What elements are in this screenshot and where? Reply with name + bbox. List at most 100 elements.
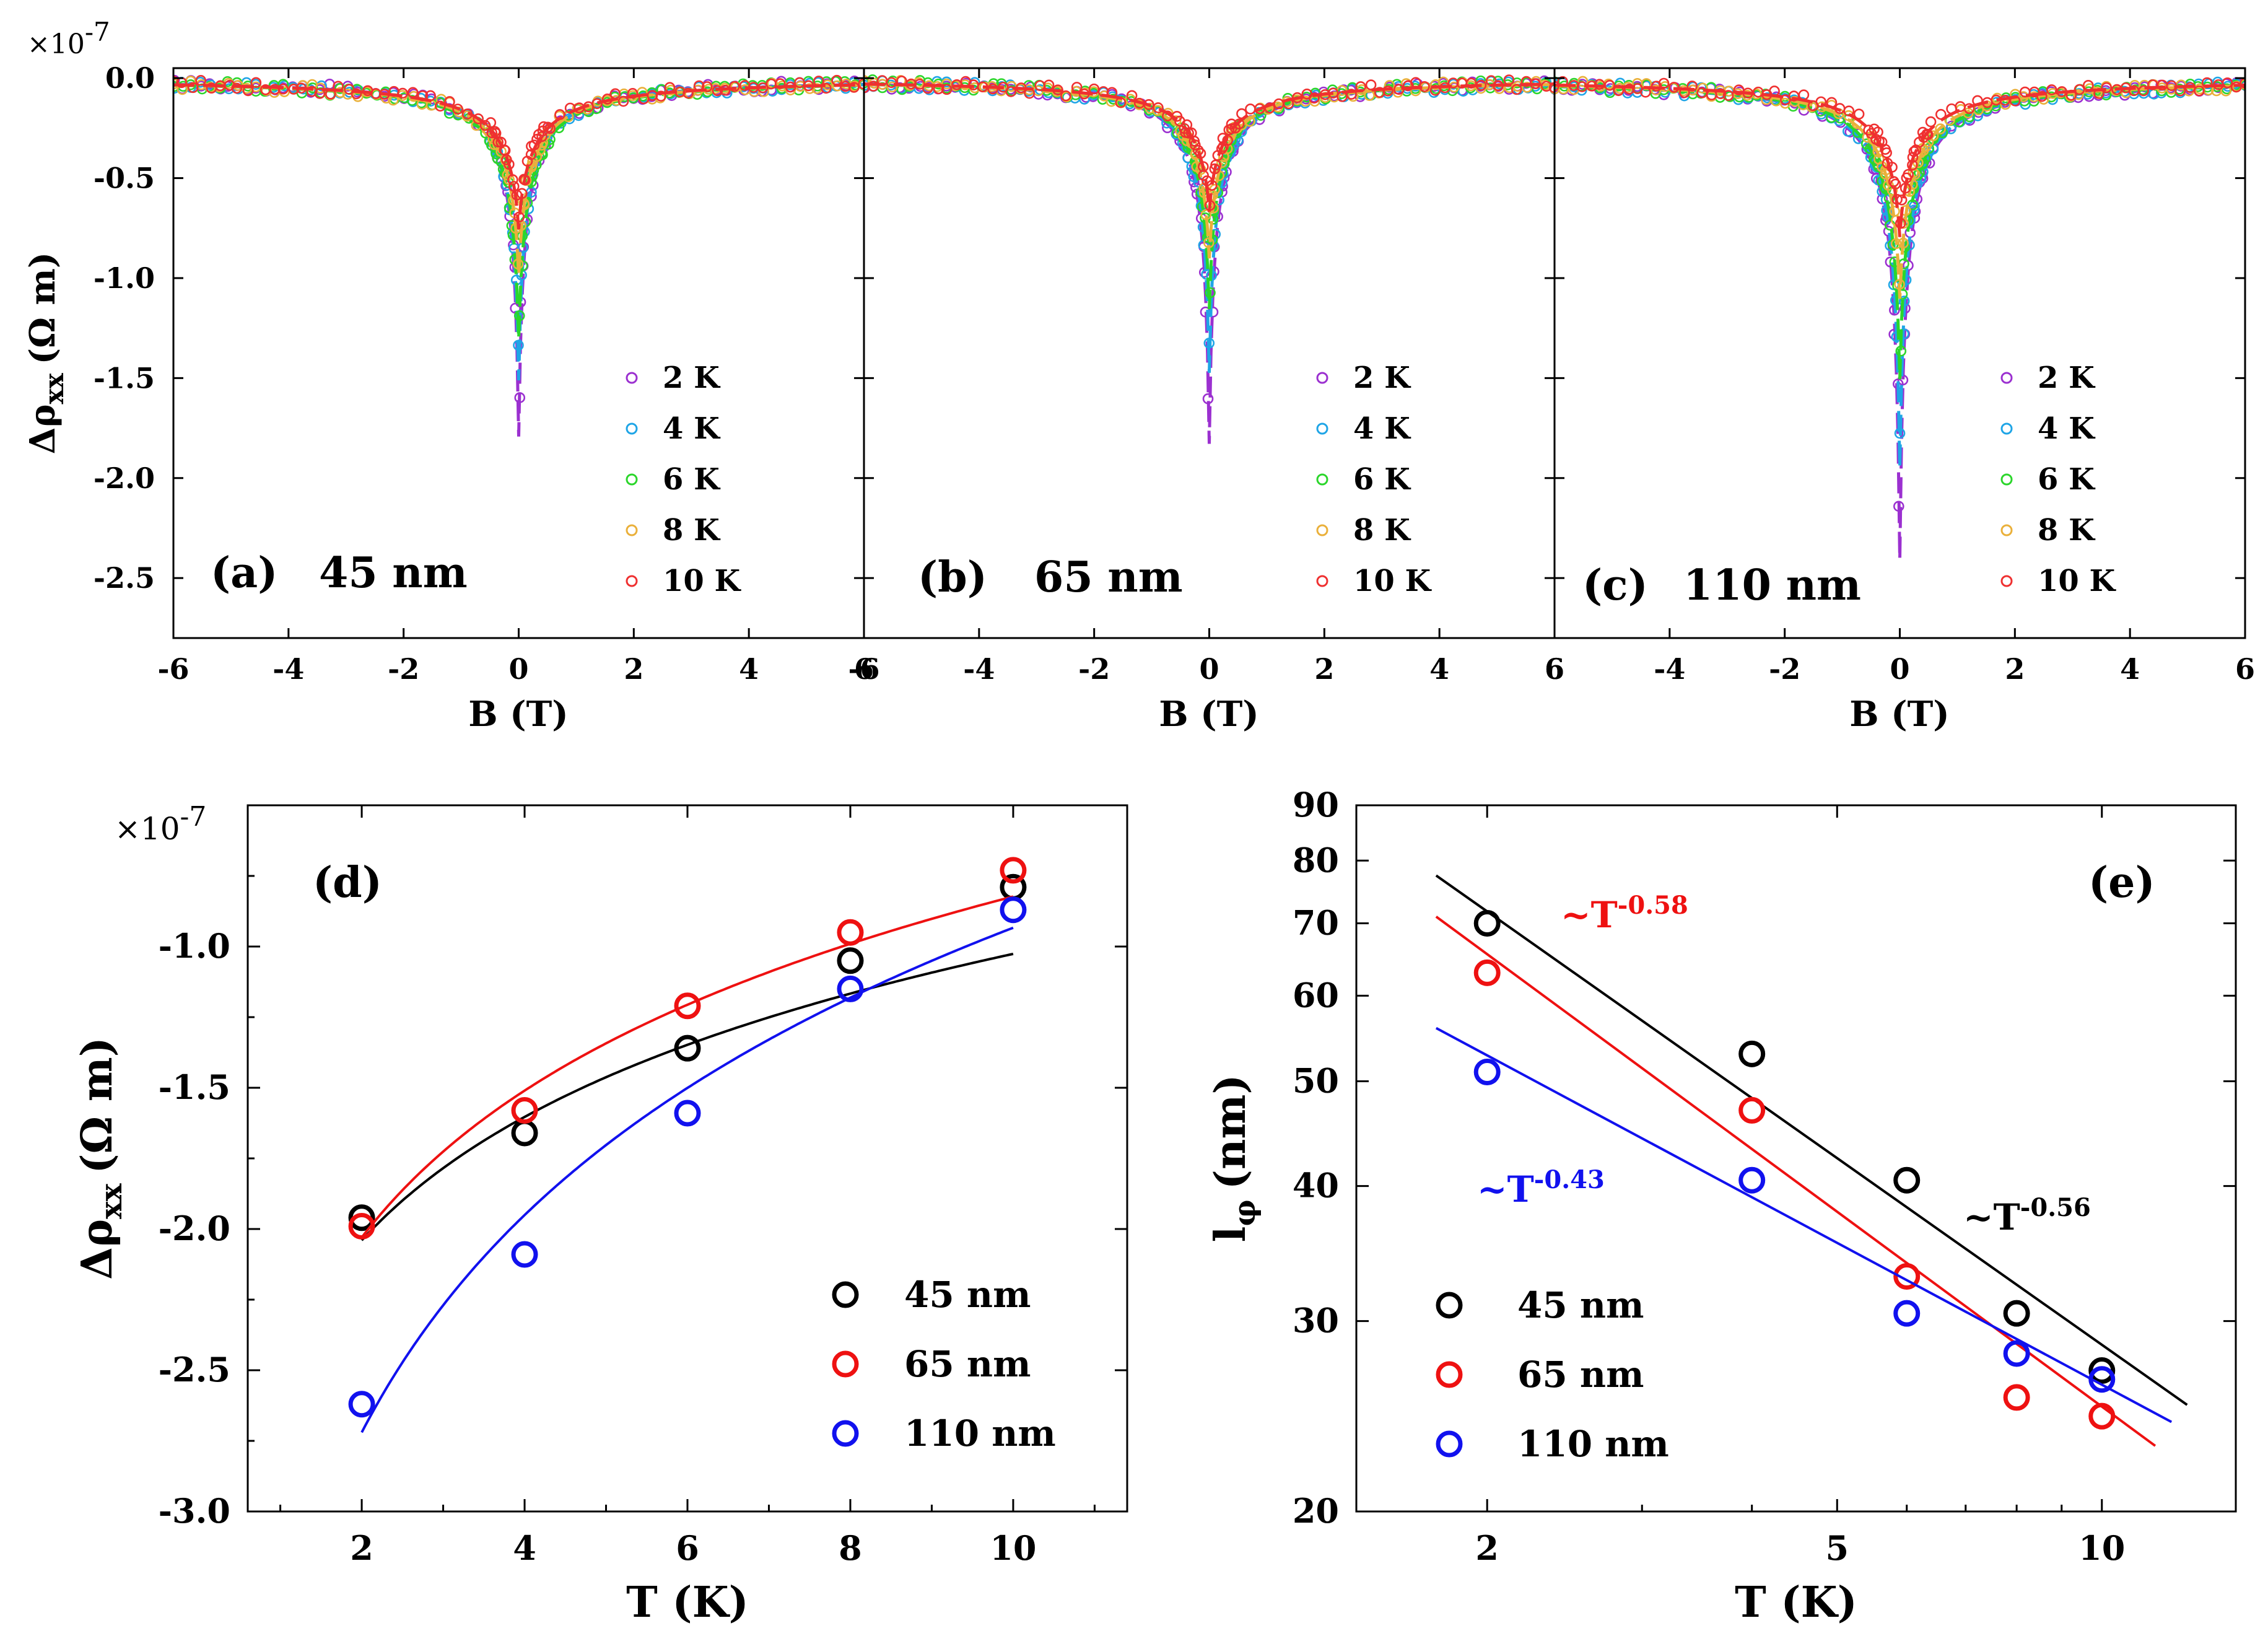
panel-a-point xyxy=(693,80,705,92)
panel-b-point xyxy=(1216,143,1228,154)
panel-b-point xyxy=(1212,187,1224,198)
panel-e-point xyxy=(1893,1166,1921,1194)
panel-a-xtick-label: 0 xyxy=(508,652,528,686)
panel-d-point xyxy=(674,1100,701,1127)
panel-e-legend-marker xyxy=(1436,1292,1463,1319)
panel-a-label: (a) xyxy=(211,548,277,598)
panel-c-xtick-label: 2 xyxy=(2005,652,2025,686)
panel-c-point xyxy=(1898,237,1909,249)
panel-c-point xyxy=(2194,85,2205,97)
panel-d-ytick-label: -1.5 xyxy=(159,1067,230,1107)
panel-a-point xyxy=(473,113,484,125)
panel-d-point xyxy=(674,1034,701,1062)
panel-e-ytick-label: 80 xyxy=(1293,840,1339,880)
panel-c-point xyxy=(1904,239,1915,251)
panel-c-point xyxy=(2201,77,2213,89)
panel-a-point xyxy=(224,79,235,91)
panel-c-point xyxy=(2073,89,2084,100)
panel-e-ytick-label: 60 xyxy=(1293,975,1339,1015)
panel-e-fit-2 xyxy=(1435,1026,2173,1424)
panel-a-point xyxy=(425,90,436,102)
panel-a-point xyxy=(195,75,207,86)
panel-a-ytick-label: 0.0 xyxy=(105,61,155,95)
panel-c-point xyxy=(1922,129,1934,141)
panel-c-fit-3 xyxy=(1555,84,2245,299)
panel-a-ytick-label: -2.0 xyxy=(94,461,155,495)
panel-c-point xyxy=(2056,86,2067,97)
panel-d-legend-marker xyxy=(832,1420,859,1447)
panel-d-legend-marker xyxy=(832,1281,859,1308)
panel-c-point xyxy=(1889,206,1900,217)
panel-a-point xyxy=(314,88,326,99)
panel-a-point xyxy=(250,77,262,89)
panel-b-legend-label: 8 K xyxy=(1353,513,1411,548)
panel-c-point xyxy=(1586,81,1598,92)
panel-d-point xyxy=(1000,857,1027,884)
panel-a-point xyxy=(325,89,336,100)
panel-c-point xyxy=(1853,108,1865,120)
panel-a-ytick-label: -2.5 xyxy=(94,561,155,595)
panel-b-point xyxy=(1511,84,1522,95)
panel-e-point xyxy=(2003,1384,2030,1411)
panel-b-legend-marker xyxy=(1316,524,1328,536)
panel-b-xtick-label: -2 xyxy=(1078,652,1110,686)
panel-a-point xyxy=(288,84,300,95)
panel-c-point xyxy=(2065,89,2077,101)
panel-a-legend-label: 8 K xyxy=(663,513,721,548)
panel-a-point xyxy=(452,103,463,115)
panel-b-point xyxy=(1143,99,1154,110)
panel-b-point xyxy=(1190,139,1201,151)
panel-a-legend-label: 4 K xyxy=(663,411,721,446)
panel-c-point xyxy=(2166,80,2178,92)
panel-c-point xyxy=(1613,85,1625,97)
panel-b-legend-marker xyxy=(1316,422,1328,435)
panel-a-point xyxy=(701,81,713,92)
panel-d-label: (d) xyxy=(313,858,382,908)
panel-b-point xyxy=(941,84,953,95)
panel-b-point xyxy=(1254,103,1265,115)
panel-a-xtick-label: -4 xyxy=(273,652,304,686)
panel-a-point xyxy=(514,392,526,403)
panel-d-legend: 45 nm 65 nm 110 nm xyxy=(832,1274,1056,1454)
panel-c-point xyxy=(1908,146,1920,157)
panel-a-point xyxy=(485,117,497,128)
panel-c-point xyxy=(2220,85,2231,97)
panel-a-point xyxy=(821,82,832,94)
panel-e-point xyxy=(1738,1166,1766,1194)
panel-b-point xyxy=(1419,81,1430,92)
panel-c-point xyxy=(2110,85,2122,97)
panel-c-point xyxy=(1908,167,1919,178)
panel-c-point xyxy=(1913,136,1925,148)
panel-a-point xyxy=(277,83,289,95)
panel-b-legend-label: 4 K xyxy=(1353,411,1411,446)
panel-a-point xyxy=(435,100,446,112)
panel-a-point xyxy=(617,95,629,107)
panel-a-ticks: -6 -4 -2 0 2 4 6 0.0 -0.5 -1.0 -1.5 -2.0 -2.5 xyxy=(94,61,874,686)
panel-b-point xyxy=(886,77,897,89)
panel-c-point xyxy=(1898,295,1910,307)
panel-c-point xyxy=(1826,97,1838,108)
panel-c: 6 -4 -2 0 2 4 6 (c) 110 nm 2 K 4 K 6 K 8 K 10 K B … xyxy=(1545,67,2255,735)
panel-c-point xyxy=(1594,79,1605,90)
panel-a-thickness: 45 nm xyxy=(319,548,468,598)
panel-b-legend-marker xyxy=(1316,372,1328,384)
panel-c-point xyxy=(1999,95,2010,106)
panel-e-point xyxy=(1893,1262,1921,1290)
panel-c-point xyxy=(1679,87,1690,98)
panel-e-exponent-65: ~T-0.58 xyxy=(1561,891,1688,936)
panel-a-legend-marker xyxy=(626,575,638,587)
panel-a-point xyxy=(591,98,603,110)
panel-b-series-layer xyxy=(864,74,1555,444)
panel-a-point xyxy=(507,174,518,185)
panel-e-xtick-label: 5 xyxy=(1825,1528,1849,1568)
panel-c-point xyxy=(1890,238,1902,250)
panel-b-point xyxy=(1244,116,1255,127)
panel-b-label: (b) xyxy=(918,553,987,602)
panel-c-point xyxy=(1891,194,1903,205)
panel-b-point xyxy=(1126,90,1138,102)
panel-b-legend: 2 K 4 K 6 K 8 K 10 K xyxy=(1316,361,1433,598)
panel-b-xlabel: B (T) xyxy=(1159,694,1259,735)
panel-c-point xyxy=(2230,81,2242,93)
panel-c-point xyxy=(2093,88,2104,99)
panel-b-xtick-label: 0 xyxy=(1199,652,1219,686)
